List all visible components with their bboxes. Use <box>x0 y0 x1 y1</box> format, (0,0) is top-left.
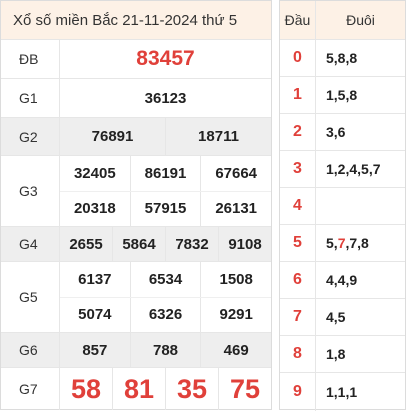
special-prize-number: 83457 <box>136 47 195 70</box>
loto-tail: 3,6 <box>326 124 346 140</box>
loto-head: 8 <box>280 336 316 372</box>
loto-head: 9 <box>280 373 316 411</box>
prize-number: 5864 <box>112 227 165 261</box>
tail-digit-highlight: 7 <box>337 235 346 251</box>
prize-number: 75 <box>218 368 271 410</box>
prize-number: 469 <box>200 333 271 367</box>
prize-number: 81 <box>112 368 165 410</box>
loto-head: 1 <box>280 77 316 113</box>
loto-tail: 1,8 <box>326 346 346 362</box>
loto-row: 6 4,4,9 <box>280 262 405 299</box>
prize-number: 86191 <box>129 156 201 191</box>
prize-label: G3 <box>1 156 60 226</box>
prize-number: 7832 <box>165 227 218 261</box>
loto-header: Đầu Đuôi <box>280 1 405 40</box>
loto-tail: 4,5 <box>326 309 346 325</box>
loto-tail: 5,8,8 <box>326 50 358 66</box>
head-column-label: Đầu <box>280 1 316 39</box>
loto-tail: 1,2,4,5,7 <box>326 161 381 177</box>
loto-tail <box>316 188 405 224</box>
prize-number: 6326 <box>129 297 201 332</box>
loto-row: 3 1,2,4,5,7 <box>280 151 405 188</box>
loto-row: 0 5,8,8 <box>280 40 405 77</box>
prize-row-g4: G4 2655 5864 7832 9108 <box>1 227 271 262</box>
prize-row-g1: G1 36123 <box>1 79 271 118</box>
results-table: Xổ số miền Bắc 21-11-2024 thứ 5 ĐB 83457… <box>0 0 272 410</box>
prize-label: ĐB <box>1 40 60 78</box>
loto-tail: 5, 7,7,8 <box>316 225 405 261</box>
prize-number: 1508 <box>200 262 271 297</box>
prize-row-g2: G2 76891 18711 <box>1 118 271 156</box>
loto-head: 7 <box>280 299 316 335</box>
loto-table: Đầu Đuôi 0 5,8,8 1 1,5,8 2 3,6 3 1,2,4,5… <box>279 0 406 411</box>
prize-number: 6137 <box>78 270 112 288</box>
prize-number: 9291 <box>200 297 271 332</box>
prize-number: 35 <box>165 368 218 410</box>
prize-number: 32405 <box>73 164 116 182</box>
prize-row-g6: G6 857 788 469 <box>1 333 271 368</box>
loto-row: 9 1,1,1 <box>280 373 405 411</box>
loto-head: 2 <box>280 114 316 150</box>
prize-label: G6 <box>1 333 60 367</box>
loto-head: 4 <box>280 188 316 224</box>
prize-number: 2655 <box>69 235 103 253</box>
prize-label: G5 <box>1 262 60 332</box>
prize-number: 57915 <box>129 191 201 226</box>
prize-number: 20318 <box>73 200 116 218</box>
prize-row-db: ĐB 83457 <box>1 40 271 79</box>
loto-row: 4 <box>280 188 405 225</box>
loto-head: 6 <box>280 262 316 298</box>
loto-head: 3 <box>280 151 316 187</box>
loto-row: 8 1,8 <box>280 336 405 373</box>
loto-row: 7 4,5 <box>280 299 405 336</box>
loto-row: 1 1,5,8 <box>280 77 405 114</box>
prize-row-g7: G7 58 81 35 75 <box>1 368 271 410</box>
prize-row-g3: G3 32405 86191 67664 20318 57915 26131 <box>1 156 271 227</box>
results-title: Xổ số miền Bắc 21-11-2024 thứ 5 <box>1 1 271 40</box>
prize-number: 5074 <box>78 306 112 324</box>
prize-label: G1 <box>1 79 60 117</box>
loto-head: 0 <box>280 40 316 76</box>
tail-digit: ,7,8 <box>345 235 369 251</box>
prize-number: 18711 <box>165 118 271 155</box>
prize-number: 67664 <box>200 156 271 191</box>
prize-number: 857 <box>82 341 108 359</box>
loto-head: 5 <box>280 225 316 261</box>
prize-number: 76891 <box>91 128 134 145</box>
prize-number: 9108 <box>218 227 271 261</box>
prize-label: G2 <box>1 118 60 155</box>
tail-digit: 5, <box>326 235 338 251</box>
loto-tail: 1,5,8 <box>326 87 358 103</box>
prize-number: 788 <box>129 333 201 367</box>
loto-tail: 4,4,9 <box>326 272 358 288</box>
prize-label: G4 <box>1 227 60 261</box>
loto-row: 2 3,6 <box>280 114 405 151</box>
loto-tail: 1,1,1 <box>326 384 358 400</box>
prize-number: 6534 <box>129 262 201 297</box>
prize-number: 58 <box>70 373 102 404</box>
tail-column-label: Đuôi <box>346 12 375 28</box>
prize-label: G7 <box>1 368 60 410</box>
prize-number: 26131 <box>200 191 271 226</box>
prize-row-g5: G5 6137 6534 1508 5074 6326 9291 <box>1 262 271 333</box>
prize-number: 36123 <box>144 89 187 107</box>
loto-row: 5 5, 7,7,8 <box>280 225 405 262</box>
